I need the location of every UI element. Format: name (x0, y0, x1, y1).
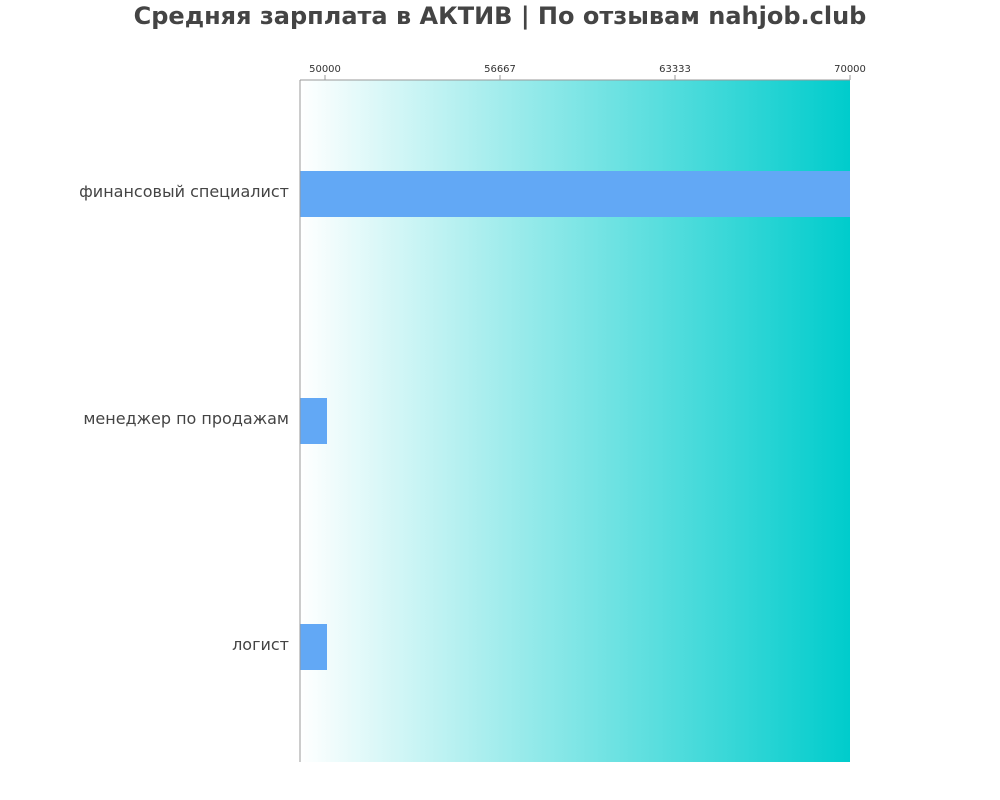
chart-title: Средняя зарплата в АКТИВ | По отзывам na… (133, 2, 867, 30)
x-axis-ticks: 50000 56667 63333 70000 (309, 64, 866, 80)
bar (300, 624, 327, 670)
x-tick-label: 70000 (834, 64, 866, 75)
bar (300, 171, 850, 217)
x-tick-label: 56667 (484, 64, 516, 75)
x-tick-label: 50000 (309, 64, 341, 75)
x-tick-label: 63333 (659, 64, 691, 75)
category-label: менеджер по продажам (83, 409, 289, 428)
category-label: логист (232, 635, 289, 654)
bar (300, 398, 327, 444)
bars (300, 171, 850, 670)
category-label: финансовый специалист (79, 182, 289, 201)
category-labels: финансовый специалист менеджер по продажа… (79, 182, 289, 654)
